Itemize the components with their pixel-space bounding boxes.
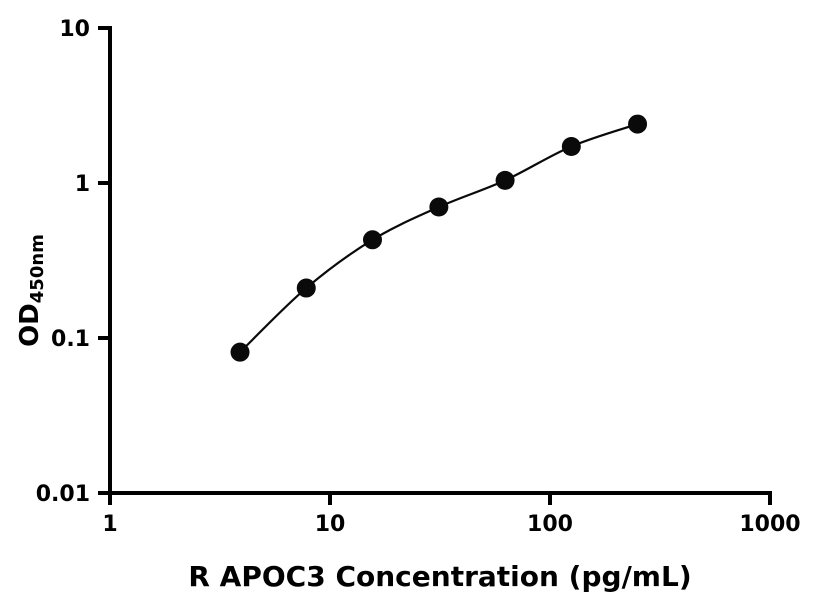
- y-tick-label: 10: [59, 17, 90, 42]
- y-tick-label: 1: [75, 172, 90, 197]
- y-axis-title-subscript: 450nm: [27, 234, 48, 303]
- data-point: [561, 136, 581, 156]
- x-tick-label: 1000: [739, 512, 800, 537]
- data-point: [495, 170, 515, 190]
- x-tick-label: 10: [315, 512, 346, 537]
- fit-curve: [239, 123, 638, 353]
- data-point: [628, 114, 648, 134]
- y-tick-label: 0.1: [51, 327, 90, 352]
- data-point: [230, 342, 250, 362]
- y-axis-title: OD450nm: [15, 234, 48, 347]
- y-axis-title-main: OD: [15, 303, 45, 347]
- axis-spines: [108, 26, 772, 495]
- x-tick-label: 100: [527, 512, 573, 537]
- x-tick-label: 1: [102, 512, 117, 537]
- data-point: [362, 230, 382, 250]
- x-axis-title: R APOC3 Concentration (pg/mL): [188, 560, 691, 593]
- y-tick-label: 0.01: [36, 482, 90, 507]
- data-point: [296, 278, 316, 298]
- data-point: [429, 197, 449, 217]
